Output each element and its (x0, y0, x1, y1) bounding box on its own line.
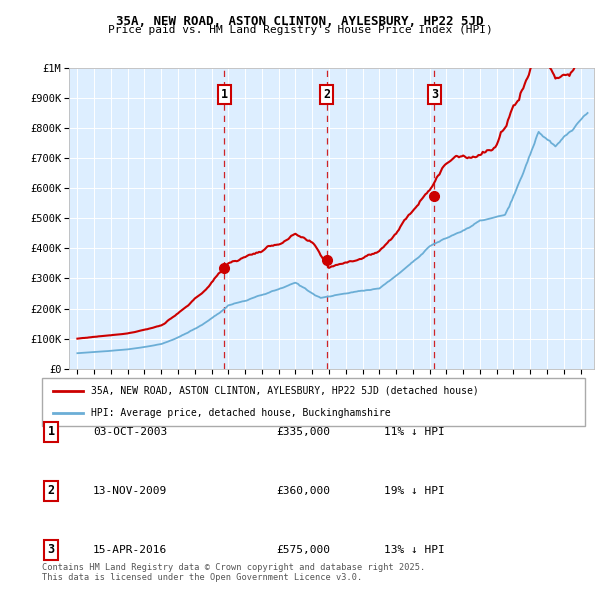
Text: 11% ↓ HPI: 11% ↓ HPI (384, 427, 445, 437)
Text: £575,000: £575,000 (276, 545, 330, 555)
Text: Price paid vs. HM Land Registry's House Price Index (HPI): Price paid vs. HM Land Registry's House … (107, 25, 493, 35)
Text: 15-APR-2016: 15-APR-2016 (93, 545, 167, 555)
Text: 03-OCT-2003: 03-OCT-2003 (93, 427, 167, 437)
Text: 2: 2 (323, 88, 331, 101)
Text: 1: 1 (221, 88, 228, 101)
Text: HPI: Average price, detached house, Buckinghamshire: HPI: Average price, detached house, Buck… (91, 408, 391, 418)
Text: 1: 1 (47, 425, 55, 438)
Text: 35A, NEW ROAD, ASTON CLINTON, AYLESBURY, HP22 5JD: 35A, NEW ROAD, ASTON CLINTON, AYLESBURY,… (116, 15, 484, 28)
Text: 3: 3 (47, 543, 55, 556)
Text: £360,000: £360,000 (276, 486, 330, 496)
Text: 35A, NEW ROAD, ASTON CLINTON, AYLESBURY, HP22 5JD (detached house): 35A, NEW ROAD, ASTON CLINTON, AYLESBURY,… (91, 386, 479, 396)
Text: 3: 3 (431, 88, 438, 101)
Text: 13% ↓ HPI: 13% ↓ HPI (384, 545, 445, 555)
Text: 13-NOV-2009: 13-NOV-2009 (93, 486, 167, 496)
Text: 2: 2 (47, 484, 55, 497)
Text: 19% ↓ HPI: 19% ↓ HPI (384, 486, 445, 496)
FancyBboxPatch shape (42, 378, 585, 426)
Text: Contains HM Land Registry data © Crown copyright and database right 2025.
This d: Contains HM Land Registry data © Crown c… (42, 563, 425, 582)
Text: £335,000: £335,000 (276, 427, 330, 437)
